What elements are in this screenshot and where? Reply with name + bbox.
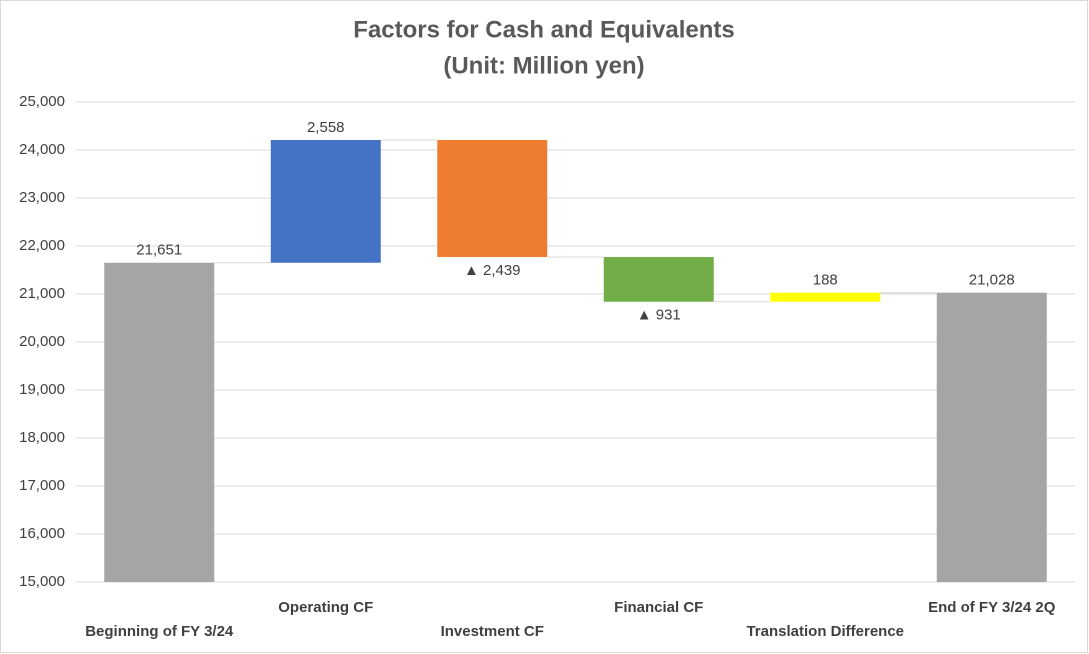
x-tick-label: Beginning of FY 3/24 [85,623,234,640]
x-tick-label: End of FY 3/24 2Q [928,599,1056,616]
data-label: ▲ 2,439 [464,262,521,279]
data-label: ▲ 931 [637,307,681,324]
y-tick-label: 24,000 [19,141,65,158]
y-tick-label: 15,000 [19,573,65,590]
y-tick-label: 18,000 [19,429,65,446]
bar [603,257,714,302]
data-label: 188 [813,272,838,289]
y-tick-label: 20,000 [19,333,65,350]
x-tick-label: Financial CF [614,599,703,616]
chart-subtitle: (Unit: Million yen) [443,52,644,79]
y-tick-label: 22,000 [19,237,65,254]
bar [437,139,548,258]
data-label: 21,028 [969,272,1015,289]
x-tick-label: Investment CF [441,623,544,640]
y-tick-label: 25,000 [19,93,65,110]
bar [104,262,215,582]
y-tick-label: 23,000 [19,189,65,206]
y-tick-label: 21,000 [19,285,65,302]
chart-title: Factors for Cash and Equivalents [353,16,734,43]
data-label: 2,558 [307,119,345,136]
bar [770,292,881,302]
x-tick-label: Translation Difference [746,623,904,640]
x-tick-label: Operating CF [278,599,373,616]
y-tick-label: 17,000 [19,477,65,494]
data-label: 21,651 [136,242,182,259]
bar [270,139,381,263]
y-tick-label: 16,000 [19,525,65,542]
bar [936,292,1047,582]
y-tick-label: 19,000 [19,381,65,398]
